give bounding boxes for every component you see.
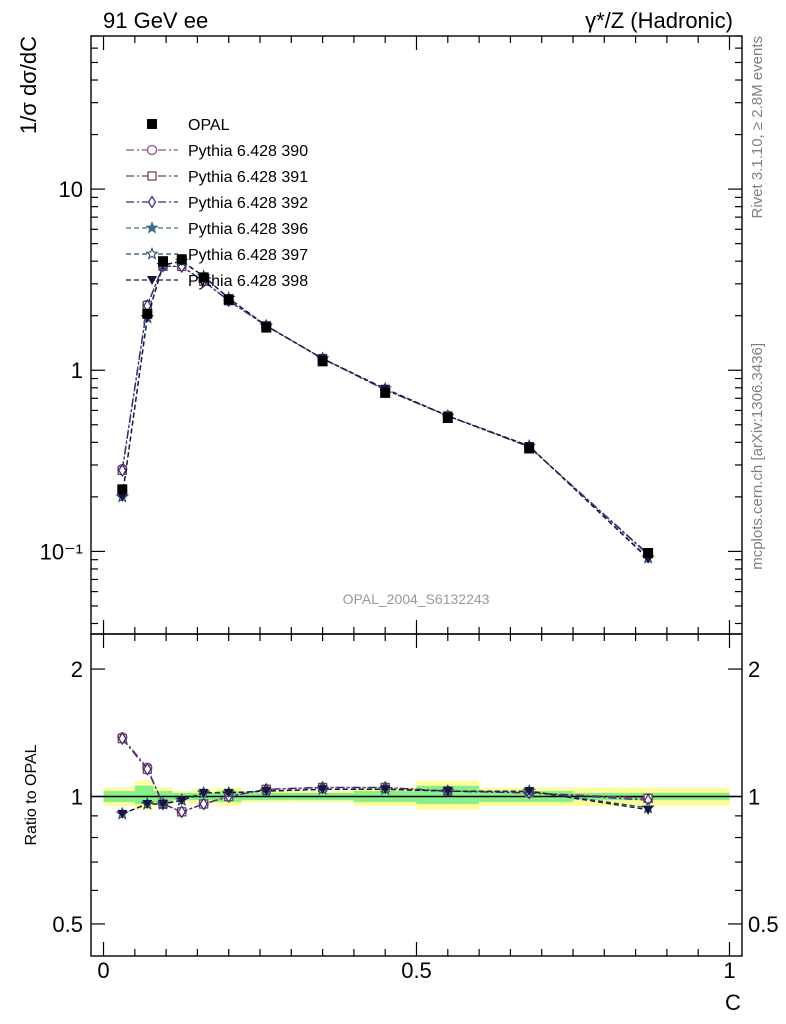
ratio-data-point xyxy=(223,788,234,798)
ratio-data-point xyxy=(643,805,654,815)
ratio-y-tick-label-right: 2 xyxy=(748,657,760,682)
main-y-tick-label: 10 xyxy=(59,177,83,202)
main-series-5 xyxy=(115,254,655,564)
main-series-line xyxy=(121,260,649,559)
main-y-tick-label: 1 xyxy=(71,358,83,383)
main-data-point xyxy=(142,308,153,319)
main-data-point xyxy=(442,413,453,424)
legend-marker xyxy=(145,220,159,234)
main-series-1 xyxy=(117,261,654,560)
main-data-point xyxy=(176,254,187,265)
data-series xyxy=(115,254,655,820)
main-data-point xyxy=(117,492,128,502)
main-series-line xyxy=(121,265,649,556)
ratio-data-point xyxy=(380,785,391,795)
main-y-axis-title: 1/σ dσ/dC xyxy=(16,36,41,134)
x-axis-title: C xyxy=(725,990,741,1015)
ratio-data-point xyxy=(442,787,453,797)
legend-label: Pythia 6.428 397 xyxy=(188,247,308,264)
legend-marker xyxy=(147,171,157,181)
main-series-line xyxy=(121,260,649,559)
header-right-label: γ*/Z (Hadronic) xyxy=(585,8,733,33)
ratio-data-point xyxy=(199,797,208,811)
ratio-y-tick-label-right: 0.5 xyxy=(748,912,779,937)
ratio-data-point xyxy=(317,785,328,795)
ratio-series-line xyxy=(122,788,649,815)
header-left-label: 91 GeV ee xyxy=(103,8,208,33)
analysis-id-label: OPAL_2004_S6132243 xyxy=(343,591,490,607)
ratio-data-point xyxy=(177,805,186,819)
main-data-point xyxy=(317,356,328,367)
main-data-point xyxy=(524,443,535,454)
legend: OPAL Pythia 6.428 390 Pythia 6.428 391 Pyth… xyxy=(126,117,308,290)
ratio-data-point xyxy=(198,788,209,798)
x-tick-label: 0 xyxy=(97,958,109,983)
main-data-point xyxy=(380,387,391,398)
main-data-point xyxy=(643,547,654,558)
main-series-line xyxy=(121,265,649,555)
ratio-y-tick-label: 1 xyxy=(71,784,83,809)
ratio-data-point xyxy=(261,787,272,797)
legend-label: Pythia 6.428 396 xyxy=(188,221,308,238)
main-series-6 xyxy=(117,257,654,564)
legend-label: Pythia 6.428 392 xyxy=(188,195,308,212)
main-series-0 xyxy=(117,254,654,558)
main-series-2 xyxy=(117,261,653,559)
ratio-data-point xyxy=(524,787,535,797)
legend-label: Pythia 6.428 398 xyxy=(188,273,308,290)
ratio-data-point xyxy=(118,731,127,746)
ratio-series-line xyxy=(121,738,649,813)
ratio-y-tick-label: 2 xyxy=(71,657,83,682)
legend-marker xyxy=(147,195,157,209)
main-data-point xyxy=(157,256,168,267)
legend-label: Pythia 6.428 391 xyxy=(188,169,308,186)
main-data-point xyxy=(223,294,234,305)
rivet-version-label: Rivet 3.1.10, ≥ 2.8M events xyxy=(749,36,766,219)
legend-marker xyxy=(147,276,157,285)
ratio-data-point xyxy=(143,762,152,776)
legend-label: OPAL xyxy=(188,117,230,134)
x-tick-label: 1 xyxy=(723,958,735,983)
main-data-point xyxy=(261,322,272,333)
mcplots-reference-label: mcplots.cern.ch [arXiv:1306.3436] xyxy=(749,343,766,570)
main-data-point xyxy=(198,272,209,283)
ratio-data-point xyxy=(117,809,128,819)
legend-marker xyxy=(146,144,158,156)
ratio-data-point xyxy=(157,800,168,810)
ratio-data-point xyxy=(142,800,153,810)
ratio-y-axis-title: Ratio to OPAL xyxy=(23,744,40,845)
x-tick-label: 0.5 xyxy=(401,958,432,983)
main-series-4 xyxy=(115,254,655,564)
main-series-line xyxy=(121,265,649,556)
main-series-3 xyxy=(118,259,653,562)
main-y-tick-label: 10⁻¹ xyxy=(40,539,83,564)
ratio-data-point xyxy=(176,796,187,806)
legend-marker xyxy=(147,119,157,129)
ratio-series-5 xyxy=(117,785,654,819)
legend-label: Pythia 6.428 390 xyxy=(188,143,308,160)
main-data-point xyxy=(118,463,127,478)
main-data-point xyxy=(117,484,128,495)
legend-marker xyxy=(145,246,159,260)
ratio-y-tick-label-right: 1 xyxy=(748,784,760,809)
ratio-band-inner xyxy=(134,785,154,805)
ratio-y-tick-label: 0.5 xyxy=(52,912,83,937)
main-series-line xyxy=(121,260,649,560)
